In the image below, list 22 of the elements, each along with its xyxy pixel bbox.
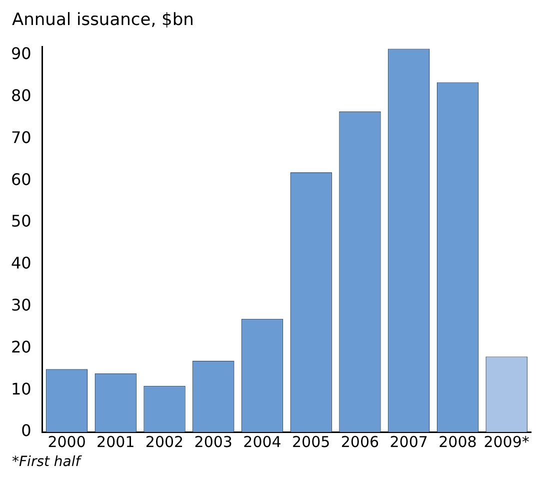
y-tick-label: 30 <box>11 295 32 314</box>
x-tick-label: 2005 <box>292 432 330 451</box>
x-tick-label: 2004 <box>243 432 282 451</box>
x-tick-label: 2000 <box>48 432 86 451</box>
y-tick-label: 80 <box>11 86 32 106</box>
y-tick-label: 40 <box>11 254 32 273</box>
chart-title: Annual issuance, $bn <box>11 9 195 32</box>
y-tick-label: 50 <box>11 212 32 231</box>
x-tick-label: 2002 <box>145 432 184 451</box>
y-tick-label: 60 <box>11 170 32 189</box>
y-tick-label: 10 <box>11 379 32 398</box>
x-tick-label: 2009* <box>484 432 530 451</box>
x-tick-label: 2007 <box>390 432 428 451</box>
y-tick-label: 0 <box>21 421 32 440</box>
x-tick-label: 2008 <box>438 432 477 451</box>
y-tick-label: 90 <box>11 44 32 64</box>
y-tick-label: 70 <box>11 128 32 147</box>
text: *First half <box>11 454 83 470</box>
x-tick-label: 2006 <box>340 432 380 451</box>
x-tick-label: 2001 <box>96 432 135 451</box>
x-tick-label: 2003 <box>194 432 232 451</box>
y-tick-label: 20 <box>11 337 32 356</box>
